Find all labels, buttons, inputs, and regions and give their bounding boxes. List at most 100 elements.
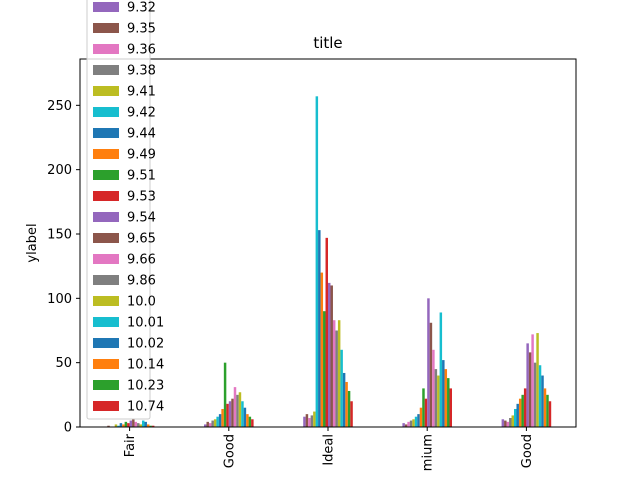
- legend-swatch: [93, 44, 119, 54]
- bar: [142, 420, 145, 427]
- bar: [432, 349, 435, 427]
- legend-label: 9.86: [127, 274, 156, 289]
- x-tick-label: Good: [222, 434, 237, 468]
- bar: [342, 372, 346, 427]
- bar: [323, 311, 326, 427]
- legend-swatch: [93, 107, 119, 117]
- bar: [412, 419, 415, 427]
- legend-label: 10.0: [127, 295, 156, 310]
- legend-label: 9.36: [127, 43, 156, 58]
- bar: [330, 285, 333, 427]
- bar: [501, 419, 505, 427]
- bar: [149, 425, 152, 427]
- bar: [504, 420, 507, 427]
- bar: [213, 419, 217, 427]
- bar: [246, 414, 249, 427]
- bar: [546, 394, 549, 427]
- y-tick-label: 0: [64, 421, 72, 436]
- bar: [320, 272, 324, 427]
- bar: [231, 398, 234, 427]
- legend-label: 9.54: [127, 211, 156, 226]
- bar: [248, 416, 252, 427]
- x-tick-label: Fair: [123, 433, 138, 457]
- y-tick-label: 250: [47, 99, 72, 114]
- legend-swatch: [93, 296, 119, 306]
- bar: [206, 421, 209, 427]
- bar: [146, 424, 150, 427]
- bar: [211, 420, 214, 427]
- bar: [434, 369, 438, 427]
- bar: [129, 420, 133, 427]
- legend-swatch: [93, 275, 119, 285]
- legend-swatch: [93, 359, 119, 369]
- legend-label: 9.65: [127, 232, 156, 247]
- bar: [538, 365, 542, 427]
- legend-swatch: [93, 65, 119, 75]
- bar: [328, 282, 331, 427]
- y-tick-label: 100: [47, 292, 72, 307]
- bar: [226, 403, 229, 427]
- bars: [107, 96, 552, 427]
- legend-label: 10.01: [127, 316, 164, 331]
- bar: [151, 425, 155, 427]
- legend-swatch: [93, 401, 119, 411]
- bar: [340, 349, 343, 427]
- bar: [233, 387, 237, 427]
- bar: [208, 423, 212, 427]
- bar: [238, 392, 242, 427]
- bar: [429, 322, 433, 427]
- bar: [310, 415, 314, 427]
- bar: [533, 362, 537, 427]
- bar: [536, 333, 539, 427]
- legend-swatch: [93, 2, 119, 12]
- legend-label: 10.74: [127, 400, 164, 415]
- bar: [325, 237, 328, 427]
- bar: [251, 419, 254, 427]
- bar: [407, 421, 410, 427]
- legend-swatch: [93, 170, 119, 180]
- bar: [439, 312, 443, 427]
- bar: [516, 403, 519, 427]
- chart-title: title: [313, 34, 342, 52]
- legend-label: 9.49: [127, 148, 156, 163]
- legend-label: 9.42: [127, 106, 156, 121]
- legend-label: 10.02: [127, 337, 164, 352]
- bar: [514, 408, 517, 427]
- legend: 9.32 9.35 9.36 9.38 9.41 9.42 9.44 9.49 9.51 9.53…: [86, 0, 164, 420]
- bar: [127, 423, 130, 427]
- x-axis: Fair Good Ideal mium Good: [123, 427, 535, 471]
- bar: [409, 420, 413, 427]
- x-tick-label: mium: [421, 434, 436, 471]
- bar: [350, 401, 353, 427]
- bar: [437, 375, 440, 427]
- bar: [548, 401, 552, 427]
- bar: [523, 388, 527, 427]
- bar: [134, 421, 138, 427]
- legend-swatch: [93, 317, 119, 327]
- bar: [114, 424, 118, 427]
- y-tick-label: 200: [47, 163, 72, 178]
- legend-label: 9.32: [127, 1, 156, 16]
- bar: [218, 414, 222, 427]
- x-tick-label: Ideal: [322, 434, 337, 466]
- bar: [313, 411, 316, 427]
- bar: [419, 407, 423, 427]
- legend-swatch: [93, 338, 119, 348]
- bar: [228, 401, 232, 427]
- bar: [132, 419, 135, 427]
- legend-swatch: [93, 380, 119, 390]
- legend-label: 9.44: [127, 127, 156, 142]
- bar: [305, 414, 309, 427]
- bar: [337, 320, 341, 427]
- bar: [531, 334, 534, 427]
- bar: [345, 381, 348, 427]
- x-tick-label: Good: [520, 434, 535, 468]
- bar: [543, 388, 547, 427]
- bar: [335, 330, 338, 427]
- legend-swatch: [93, 86, 119, 96]
- legend-label: 10.14: [127, 358, 164, 373]
- bar: [243, 407, 247, 427]
- bar: [236, 394, 239, 427]
- bar: [221, 408, 224, 427]
- bar: [107, 425, 110, 427]
